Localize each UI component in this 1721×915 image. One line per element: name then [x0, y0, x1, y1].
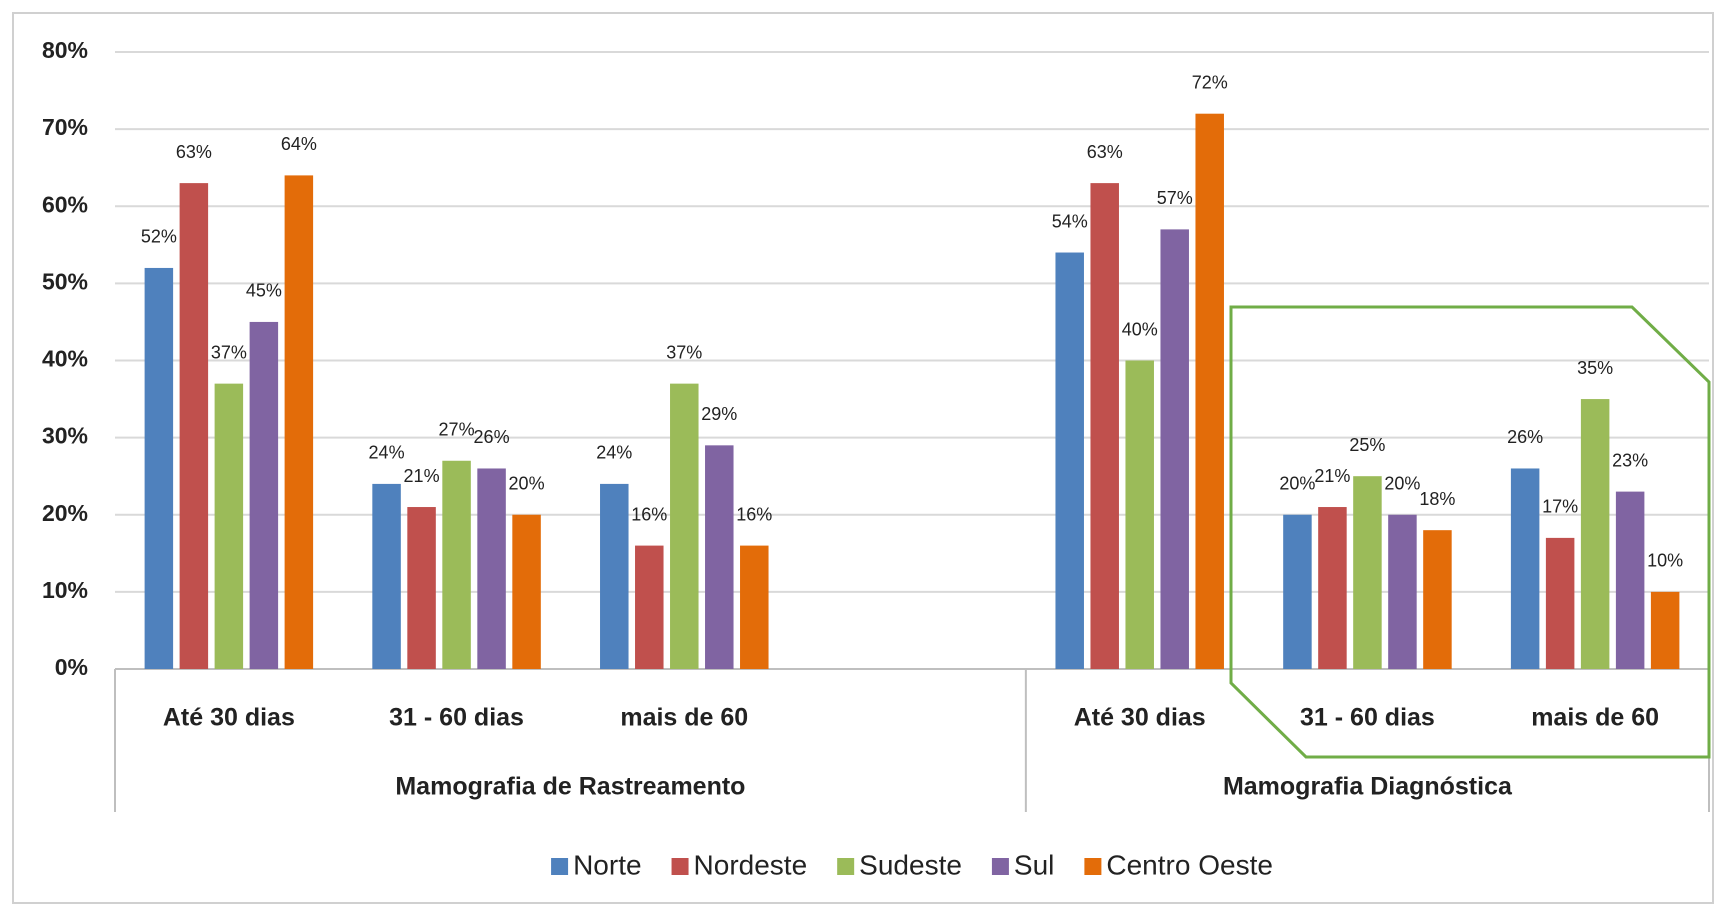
group-label: Mamografia Diagnóstica [1223, 773, 1513, 801]
bar [1545, 537, 1575, 669]
bar [407, 507, 436, 669]
bar [477, 468, 506, 669]
bar [442, 460, 471, 669]
value-label: 29% [701, 404, 737, 424]
value-label: 27% [439, 420, 475, 440]
bar [144, 267, 174, 669]
value-label: 72% [1192, 72, 1228, 92]
value-label: 26% [1507, 427, 1543, 447]
x-tick-label: mais de 60 [620, 704, 748, 732]
x-tick-label: Até 30 dias [163, 704, 295, 732]
value-label: 16% [631, 504, 667, 524]
value-label: 20% [1384, 474, 1420, 494]
value-label: 35% [1577, 358, 1613, 378]
bar [1090, 183, 1119, 670]
x-tick-label: Até 30 dias [1074, 704, 1206, 732]
x-tick-label: 31 - 60 dias [1300, 704, 1435, 732]
bar [1615, 491, 1645, 669]
bar [670, 383, 699, 669]
value-label: 10% [1647, 551, 1683, 571]
bar [284, 175, 314, 669]
y-tick-label: 60% [42, 191, 88, 217]
legend-label: Nordeste [694, 849, 808, 880]
bar [372, 483, 401, 669]
bar [1195, 113, 1224, 669]
legend-label: Centro Oeste [1106, 849, 1273, 880]
value-label: 64% [281, 134, 317, 154]
bar [705, 445, 734, 669]
value-label: 21% [404, 466, 440, 486]
bar [1388, 514, 1417, 669]
value-label: 21% [1314, 466, 1350, 486]
legend-swatch [1084, 858, 1102, 875]
y-tick-label: 70% [42, 114, 88, 140]
value-label: 17% [1542, 497, 1578, 517]
value-label: 37% [211, 342, 247, 362]
bar [1318, 507, 1347, 669]
y-tick-label: 40% [42, 346, 88, 372]
value-label: 16% [736, 504, 772, 524]
bar [249, 321, 279, 669]
bar [1125, 360, 1154, 669]
legend-swatch [837, 858, 855, 875]
bar [740, 545, 769, 669]
value-label: 25% [1349, 435, 1385, 455]
group-label: Mamografia de Rastreamento [395, 773, 745, 801]
value-label: 37% [666, 342, 702, 362]
value-label: 63% [176, 142, 212, 162]
bar [1650, 591, 1680, 669]
legend-swatch [551, 858, 569, 875]
bar [1353, 476, 1382, 669]
value-label: 20% [1279, 474, 1315, 494]
highlight-box [1229, 305, 1711, 759]
legend-swatch [671, 858, 689, 875]
bar [1160, 229, 1189, 669]
value-label: 24% [596, 443, 632, 463]
value-label: 63% [1087, 142, 1123, 162]
y-tick-label: 10% [42, 577, 88, 603]
y-tick-label: 0% [55, 654, 88, 680]
y-tick-label: 20% [42, 500, 88, 526]
x-tick-label: mais de 60 [1531, 704, 1659, 732]
value-label: 24% [369, 443, 405, 463]
legend-label: Sul [1014, 849, 1054, 880]
value-label: 57% [1157, 188, 1193, 208]
legend-swatch [991, 858, 1009, 875]
value-label: 18% [1419, 489, 1455, 509]
y-tick-label: 30% [42, 423, 88, 449]
plot: 0% 10% 20% 30% 40% 50% 60% 70% 80% Até 30 dias 52%… [42, 37, 1710, 880]
value-label: 20% [509, 474, 545, 494]
bar [1283, 514, 1312, 669]
value-label: 23% [1612, 450, 1648, 470]
value-label: 40% [1122, 319, 1158, 339]
value-label: 45% [246, 281, 282, 301]
y-tick-label: 80% [42, 37, 88, 63]
legend-label: Sudeste [859, 849, 962, 880]
x-tick-label: 31 - 60 dias [389, 704, 524, 732]
legend-label: Norte [573, 849, 641, 880]
bar [214, 383, 244, 669]
bar [512, 514, 541, 669]
value-label: 52% [141, 227, 177, 247]
bar [1055, 252, 1084, 669]
value-label: 54% [1052, 211, 1088, 231]
bar [1423, 530, 1452, 669]
bar [179, 183, 209, 670]
bar [1580, 399, 1610, 669]
bar [635, 545, 664, 669]
bar [600, 483, 629, 669]
value-label: 26% [474, 427, 510, 447]
bar [1510, 468, 1540, 669]
y-tick-label: 50% [42, 268, 88, 294]
